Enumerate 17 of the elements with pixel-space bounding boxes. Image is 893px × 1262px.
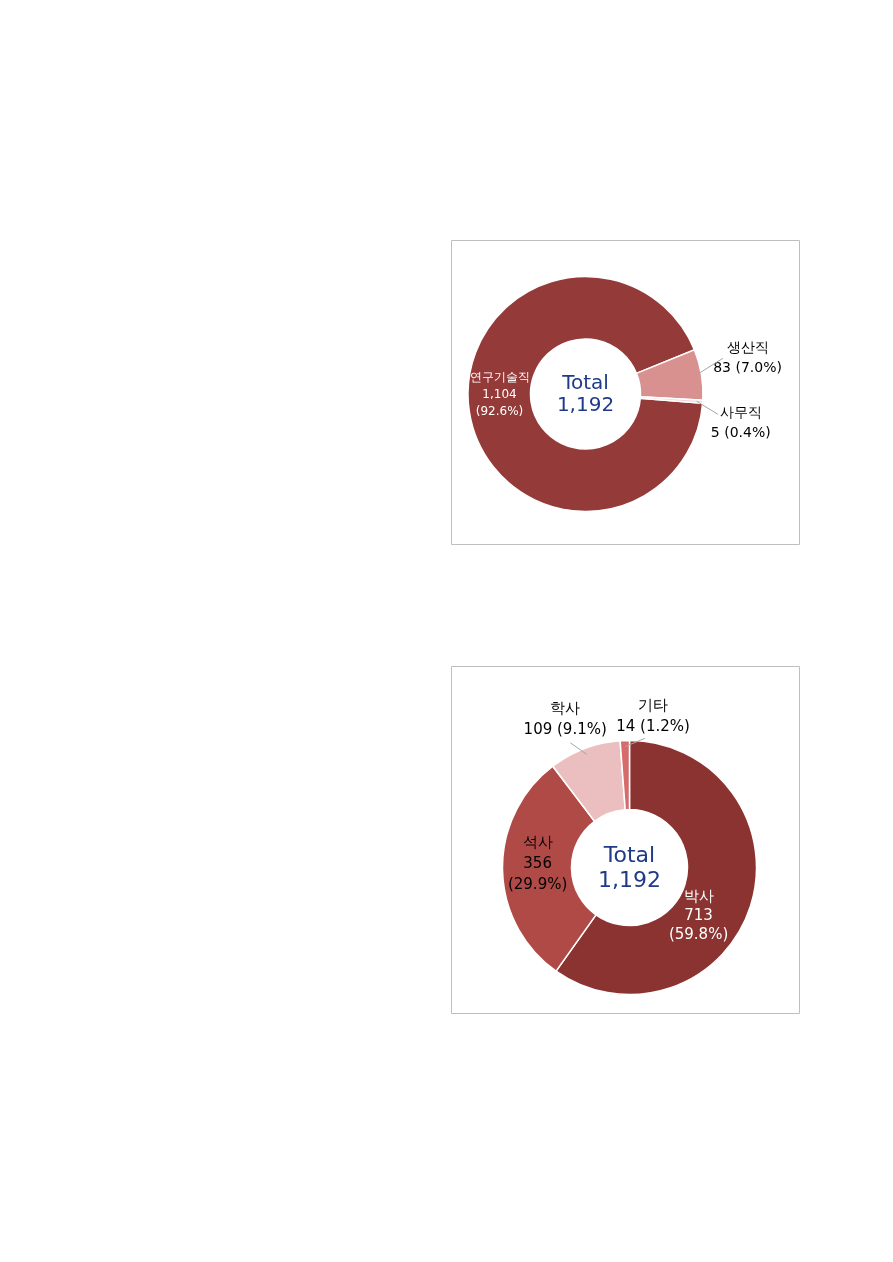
- donut-slice: [467, 275, 704, 513]
- slice-label: 박사: [683, 887, 714, 906]
- text: Total 1,192: [598, 842, 661, 892]
- data-label: 713 (59.8%): [668, 906, 729, 944]
- data-label: 356 (29.9%): [507, 854, 568, 894]
- slice-label: 사무직: [719, 404, 762, 421]
- data-label: 1,104 (92.6%): [475, 386, 524, 418]
- slice-label: 석사: [522, 833, 553, 852]
- data-label: 5 (0.4%): [710, 424, 771, 441]
- text: Total 1,192: [556, 370, 615, 416]
- slice-label: 기타: [638, 695, 669, 714]
- slice-label: 연구기술직: [469, 369, 530, 384]
- data-label: 14 (1.2%): [616, 716, 690, 735]
- data-label: 83 (7.0%): [713, 358, 782, 375]
- slice-label: 생산직: [726, 338, 769, 355]
- slice-label: 학사: [550, 699, 581, 718]
- data-label: 109 (9.1%): [523, 720, 607, 739]
